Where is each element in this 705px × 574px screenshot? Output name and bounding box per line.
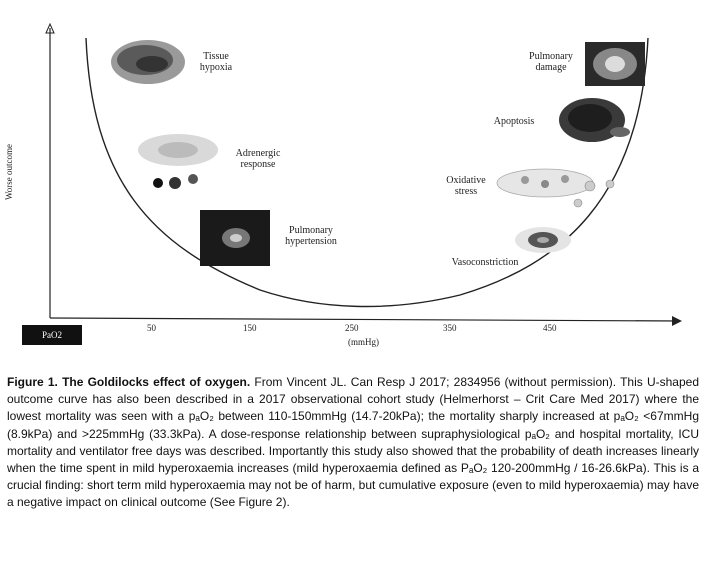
oxidative-stress-image xyxy=(496,168,615,208)
pulmonary-damage-image xyxy=(585,42,645,86)
adrenergic-response-image xyxy=(138,134,218,189)
tissue-hypoxia-image xyxy=(111,40,185,84)
u-shaped-curve xyxy=(85,37,649,308)
x-tick-label: 250 xyxy=(345,323,359,333)
label-pulmonary-damage: Pulmonary damage xyxy=(529,51,573,73)
label-tissue-hypoxia: Tissue hypoxia xyxy=(199,51,233,73)
label-pulmonary-hypertension: Pulmonary hypertension xyxy=(285,225,337,247)
vasoconstriction-image xyxy=(515,227,571,253)
x-tick-label: 150 xyxy=(243,323,257,333)
figure-drawing xyxy=(45,22,682,326)
goldilocks-figure: Worse outcome Tissue hypoxia Adrenergic … xyxy=(4,22,682,347)
pao2-axis-box: PaO2 xyxy=(22,325,82,345)
x-tick-label: 450 xyxy=(543,323,557,333)
caption-text: From Vincent JL. Can Resp J 2017; 283495… xyxy=(7,375,699,510)
x-tick-label: 50 xyxy=(147,323,156,333)
x-axis-line xyxy=(49,317,681,322)
apoptosis-image xyxy=(559,98,630,142)
label-adrenergic-response: Adrenergic response xyxy=(235,148,281,170)
x-axis-unit: (mmHg) xyxy=(348,337,379,347)
label-apoptosis: Apoptosis xyxy=(493,116,535,127)
y-axis-arrow xyxy=(45,22,55,34)
x-axis-arrow xyxy=(672,316,682,326)
pulmonary-hypertension-image xyxy=(200,210,270,266)
caption-title: Figure 1. The Goldilocks effect of oxyge… xyxy=(7,375,251,389)
label-vasoconstriction: Vasoconstriction xyxy=(451,257,519,268)
figure-caption: Figure 1. The Goldilocks effect of oxyge… xyxy=(7,374,699,512)
x-tick-label: 350 xyxy=(443,323,457,333)
y-axis-label: Worse outcome xyxy=(4,143,14,200)
label-oxidative-stress: Oxidative stress xyxy=(446,175,486,197)
